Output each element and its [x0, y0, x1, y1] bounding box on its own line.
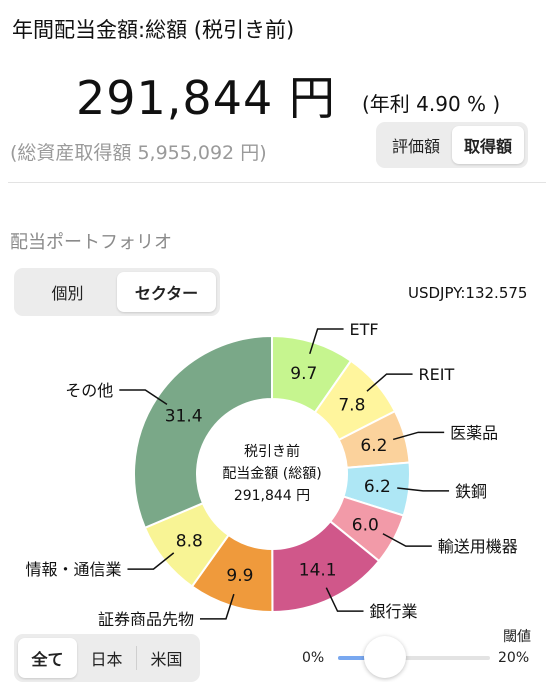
page-title: 年間配当金額:総額 (税引き前) — [12, 18, 295, 42]
slice-name-label-6: 証券商品先物 — [98, 610, 194, 626]
fx-rate: USDJPY:132.575 — [408, 284, 528, 302]
value-basis-toggle: 評価額 取得額 — [376, 122, 528, 168]
portfolio-view-toggle: 個別 セクター — [14, 268, 220, 316]
donut-hole — [197, 399, 347, 549]
toggle-separator — [136, 646, 137, 670]
center-line-3: 291,844 円 — [234, 488, 310, 504]
slice-name-label-2: 医薬品 — [450, 423, 498, 442]
option-valuation[interactable]: 評価額 — [391, 137, 440, 156]
slice-name-label-5: 銀行業 — [370, 602, 418, 621]
market-filter-toggle: 全て 日本 米国 — [14, 634, 200, 682]
leader-line-1 — [366, 373, 413, 392]
slice-value-label-1: 7.8 — [338, 395, 365, 415]
annual-yield: (年利 4.90 % ) — [362, 92, 501, 116]
portfolio-section-title: 配当ポートフォリオ — [10, 232, 172, 253]
leader-line-5 — [325, 587, 364, 612]
option-us[interactable]: 米国 — [150, 650, 183, 669]
option-japan[interactable]: 日本 — [90, 650, 123, 669]
threshold-slider-fill — [338, 656, 386, 660]
option-all[interactable]: 全て — [18, 638, 77, 678]
slice-name-label-7: 情報・通信業 — [25, 560, 121, 579]
slice-value-label-7: 8.8 — [176, 531, 203, 551]
annual-dividend-amount: 291,844 円 — [76, 71, 336, 125]
slice-name-label-3: 鉄鋼 — [455, 482, 487, 501]
leader-line-8 — [119, 389, 168, 406]
option-individual[interactable]: 個別 — [51, 284, 84, 303]
leader-line-0 — [309, 328, 344, 355]
slice-value-label-6: 9.9 — [226, 566, 253, 586]
option-sector[interactable]: セクター — [117, 272, 216, 312]
slice-value-label-4: 6.0 — [352, 515, 379, 535]
total-acquisition-amount: (総資産取得額 5,955,092 円) — [10, 142, 267, 164]
slice-value-label-3: 6.2 — [364, 477, 391, 497]
leader-line-3 — [397, 487, 450, 492]
option-acquisition[interactable]: 取得額 — [452, 126, 524, 164]
center-line-2: 配当金額 (総額) — [222, 466, 321, 482]
threshold-slider-knob[interactable] — [364, 636, 406, 678]
slice-value-label-5: 14.1 — [299, 561, 337, 581]
threshold-label: 閾値 — [503, 629, 531, 645]
threshold-slider-track[interactable] — [338, 656, 490, 660]
divider — [8, 182, 546, 183]
sector-donut-chart: 9.7 7.8 6.2 6.2 6.0 14.1 9.9 8.8 31.4 ETF REIT 医薬品… — [25, 320, 518, 626]
slice-name-label-0: ETF — [350, 320, 379, 339]
leader-line-7 — [127, 552, 175, 570]
slice-name-label-1: REIT — [419, 365, 455, 384]
slice-name-label-4: 輸送用機器 — [438, 537, 518, 556]
slice-name-label-8: その他 — [65, 381, 113, 400]
leader-line-4 — [382, 533, 432, 547]
center-line-1: 税引き前 — [244, 443, 300, 460]
threshold-max-label: 20% — [498, 650, 530, 666]
slice-value-label-2: 6.2 — [360, 436, 387, 456]
slice-value-label-8: 31.4 — [165, 406, 203, 426]
leader-line-6 — [199, 593, 235, 620]
leader-line-2 — [392, 431, 445, 441]
threshold-min-label: 0% — [302, 650, 325, 666]
slice-value-label-0: 9.7 — [290, 364, 317, 384]
